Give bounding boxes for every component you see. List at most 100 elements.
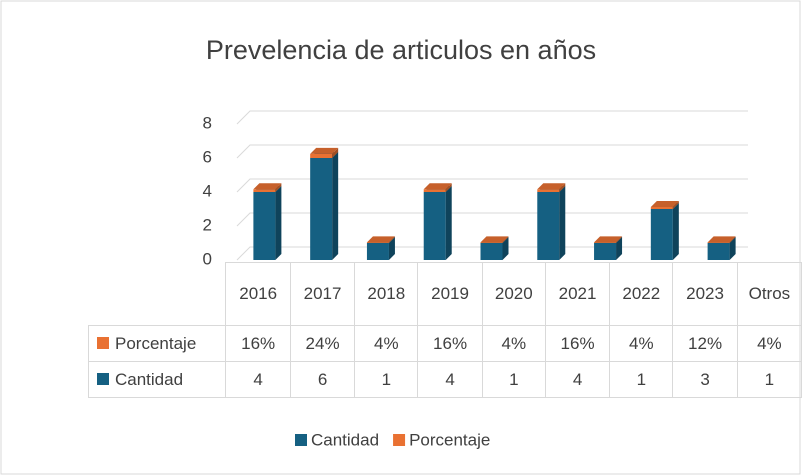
- legend-swatch: [393, 434, 406, 446]
- bar: [253, 183, 282, 192]
- bar-front: [537, 192, 560, 260]
- bar: [310, 147, 339, 158]
- bar-front: [253, 189, 276, 192]
- bar-front: [594, 242, 617, 243]
- data-cell: 1: [481, 361, 546, 398]
- bar-front: [650, 209, 673, 260]
- data-cell: 1: [736, 361, 802, 398]
- bar-side: [616, 236, 623, 243]
- data-cell: 24%: [289, 325, 356, 362]
- category-label: 2016: [225, 262, 291, 326]
- bar-top: [650, 200, 679, 207]
- bar-front: [253, 192, 276, 260]
- bar-side: [388, 236, 395, 243]
- bar-top: [366, 236, 395, 243]
- bar-front: [537, 189, 560, 192]
- data-cell: 3: [672, 361, 738, 398]
- legend-swatch: [97, 336, 109, 349]
- category-label: 2022: [609, 262, 674, 326]
- legend-label: Porcentaje: [409, 430, 490, 449]
- bar: [537, 183, 566, 192]
- table-corner: [88, 262, 227, 326]
- grid-line: [236, 212, 748, 227]
- table-row: Cantidad 4 6 1 4 1 4 1 3 1: [87, 361, 802, 398]
- data-table: 2016 2017 2018 2019 2020 2021 2022 2023 Otros Por…: [87, 262, 802, 398]
- bar-side: [275, 186, 282, 260]
- legend-swatch: [97, 372, 109, 385]
- data-cell: 16%: [225, 325, 291, 362]
- bar-front: [423, 192, 446, 260]
- bar-side: [388, 237, 395, 260]
- y-tick-label: 0: [203, 249, 212, 268]
- bar-front: [310, 153, 333, 158]
- category-label: 2021: [544, 262, 611, 326]
- category-label: 2020: [481, 262, 546, 326]
- bar-side: [275, 183, 282, 192]
- row-name: Porcentaje: [115, 333, 197, 353]
- bar: [707, 236, 736, 243]
- bar: [537, 186, 566, 260]
- row-header: Cantidad: [87, 361, 227, 398]
- data-cell: 6: [289, 361, 356, 398]
- bar-top: [537, 183, 566, 190]
- grid-line: [236, 110, 748, 125]
- data-cell: 4: [225, 361, 291, 398]
- bar-top: [253, 183, 282, 190]
- bar-side: [445, 186, 452, 260]
- bar-front: [310, 158, 333, 260]
- bar-side: [332, 152, 339, 260]
- bar-side: [672, 200, 679, 209]
- data-cell: 1: [354, 361, 419, 398]
- bar-side: [502, 237, 509, 260]
- bar: [423, 183, 452, 192]
- data-cell: 16%: [544, 325, 611, 362]
- row-name: Cantidad: [115, 369, 184, 389]
- category-label: 2019: [417, 262, 483, 326]
- bar-top: [423, 183, 452, 190]
- data-cell: 16%: [417, 325, 483, 362]
- data-cell: 12%: [672, 325, 738, 362]
- bar-side: [616, 237, 623, 260]
- bar: [480, 236, 509, 243]
- grid-line: [236, 144, 748, 159]
- bar-side: [672, 203, 679, 260]
- data-cell: 4%: [609, 325, 674, 362]
- data-cell: 4%: [736, 325, 802, 362]
- bar-side: [445, 183, 452, 192]
- bar: [650, 203, 679, 260]
- grid-line: [236, 178, 748, 193]
- table-row: Porcentaje 16% 24% 4% 16% 4% 16% 4% 12% 4%: [87, 325, 802, 362]
- bar-front: [707, 242, 730, 243]
- category-label: 2017: [289, 262, 356, 326]
- bar: [253, 186, 282, 260]
- bar-top: [594, 236, 623, 243]
- bar-front: [423, 189, 446, 192]
- bar: [366, 236, 395, 243]
- data-cell: 4: [417, 361, 483, 398]
- data-cell: 1: [609, 361, 674, 398]
- category-label: Otros: [736, 262, 802, 326]
- data-cell: 4%: [354, 325, 419, 362]
- bar-front: [366, 242, 389, 243]
- bar-side: [332, 147, 339, 158]
- legend-swatch: [295, 434, 307, 446]
- table-row: 2016 2017 2018 2019 2020 2021 2022 2023 Otros: [88, 262, 802, 326]
- bar-front: [594, 243, 617, 260]
- bar-front: [650, 206, 673, 209]
- y-tick-label: 8: [203, 113, 212, 132]
- bar-side: [559, 186, 566, 260]
- bar: [594, 236, 623, 243]
- bar-top: [707, 236, 736, 243]
- bar-top: [310, 147, 339, 154]
- grid-line: [236, 246, 748, 261]
- bar-side: [729, 236, 736, 243]
- bar: [310, 152, 339, 260]
- bar: [423, 186, 452, 260]
- row-header: Porcentaje: [87, 325, 227, 362]
- data-cell: 4: [544, 361, 611, 398]
- bar-front: [480, 242, 503, 243]
- bar: [650, 200, 679, 209]
